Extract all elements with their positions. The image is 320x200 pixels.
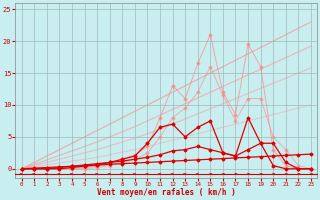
X-axis label: Vent moyen/en rafales ( km/h ): Vent moyen/en rafales ( km/h ) xyxy=(97,188,236,197)
